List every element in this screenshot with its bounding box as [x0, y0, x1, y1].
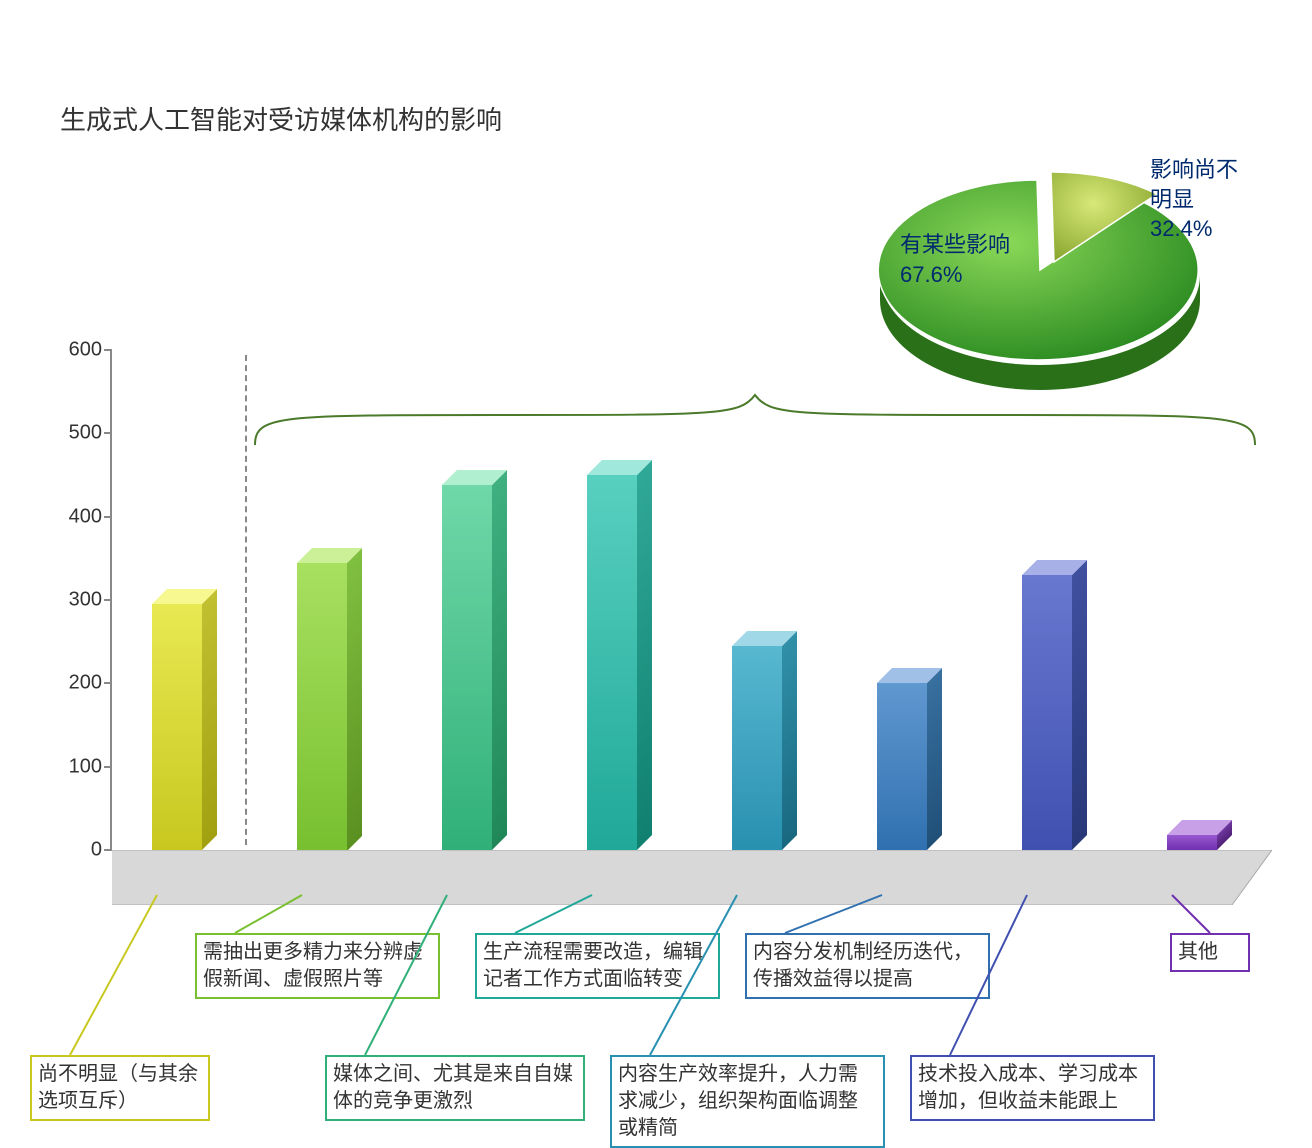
y-axis: 0100200300400500600: [50, 350, 110, 850]
pie-label-1-pct: 67.6%: [900, 262, 962, 287]
bar: [1022, 560, 1090, 850]
pie-label-1-text: 有某些影响: [900, 232, 1010, 257]
pie-label-2-text: 影响尚不明显: [1150, 157, 1238, 212]
plot-area: [112, 350, 1272, 850]
bar: [442, 470, 510, 850]
y-tick-mark: [104, 766, 112, 768]
y-tick-label: 600: [69, 339, 102, 362]
bar-front: [732, 646, 782, 850]
connector-line: [1170, 893, 1212, 935]
bar-side: [202, 589, 217, 850]
bar-front: [877, 683, 927, 850]
bar-label-box: 尚不明显（与其余选项互斥）: [30, 1055, 210, 1121]
y-tick-label: 100: [69, 755, 102, 778]
bar-label-box: 内容生产效率提升，人力需求减少，组织架构面临调整或精简: [610, 1055, 885, 1148]
bar: [297, 548, 365, 851]
connector-line: [513, 893, 594, 935]
y-tick-mark: [104, 349, 112, 351]
y-tick-mark: [104, 849, 112, 851]
bar-side: [347, 548, 362, 851]
y-tick-label: 300: [69, 589, 102, 612]
bar: [877, 668, 945, 850]
bar-label-box: 其他: [1170, 933, 1250, 972]
bar: [152, 589, 220, 850]
connector-line: [948, 893, 1029, 1057]
bar-label-box: 媒体之间、尤其是来自自媒体的竞争更激烈: [325, 1055, 585, 1121]
bar-side: [782, 631, 797, 850]
bar-front: [1022, 575, 1072, 850]
bar-side: [927, 668, 942, 850]
y-tick-mark: [104, 516, 112, 518]
bar-side: [637, 460, 652, 850]
y-tick-label: 0: [91, 839, 102, 862]
bar-front: [297, 563, 347, 851]
bar-front: [587, 475, 637, 850]
pie-label-2-pct: 32.4%: [1150, 216, 1212, 241]
y-tick-mark: [104, 432, 112, 434]
divider-line: [245, 355, 247, 845]
bar: [587, 460, 655, 850]
connector-line: [68, 893, 159, 1057]
pie-label-2: 影响尚不明显 32.4%: [1150, 155, 1250, 244]
bar-label-box: 技术投入成本、学习成本增加，但收益未能跟上: [910, 1055, 1155, 1121]
y-tick-label: 200: [69, 672, 102, 695]
chart-container: 生成式人工智能对受访媒体机构的影响 有某: [20, 100, 1290, 1020]
bar: [732, 631, 800, 850]
connector-line: [233, 893, 304, 935]
bar: [1167, 820, 1235, 850]
connector-line: [783, 893, 884, 935]
connector-line: [648, 893, 739, 1057]
y-tick-mark: [104, 599, 112, 601]
pie-label-1: 有某些影响 67.6%: [900, 230, 1010, 289]
bar-side: [1072, 560, 1087, 850]
y-tick-label: 400: [69, 505, 102, 528]
bar-front: [1167, 835, 1217, 850]
bar-side: [492, 470, 507, 850]
connector-line: [363, 893, 449, 1057]
bar-front: [152, 604, 202, 850]
bar-front: [442, 485, 492, 850]
y-tick-label: 500: [69, 422, 102, 445]
bar-chart: 0100200300400500600: [50, 350, 1270, 850]
y-tick-mark: [104, 682, 112, 684]
